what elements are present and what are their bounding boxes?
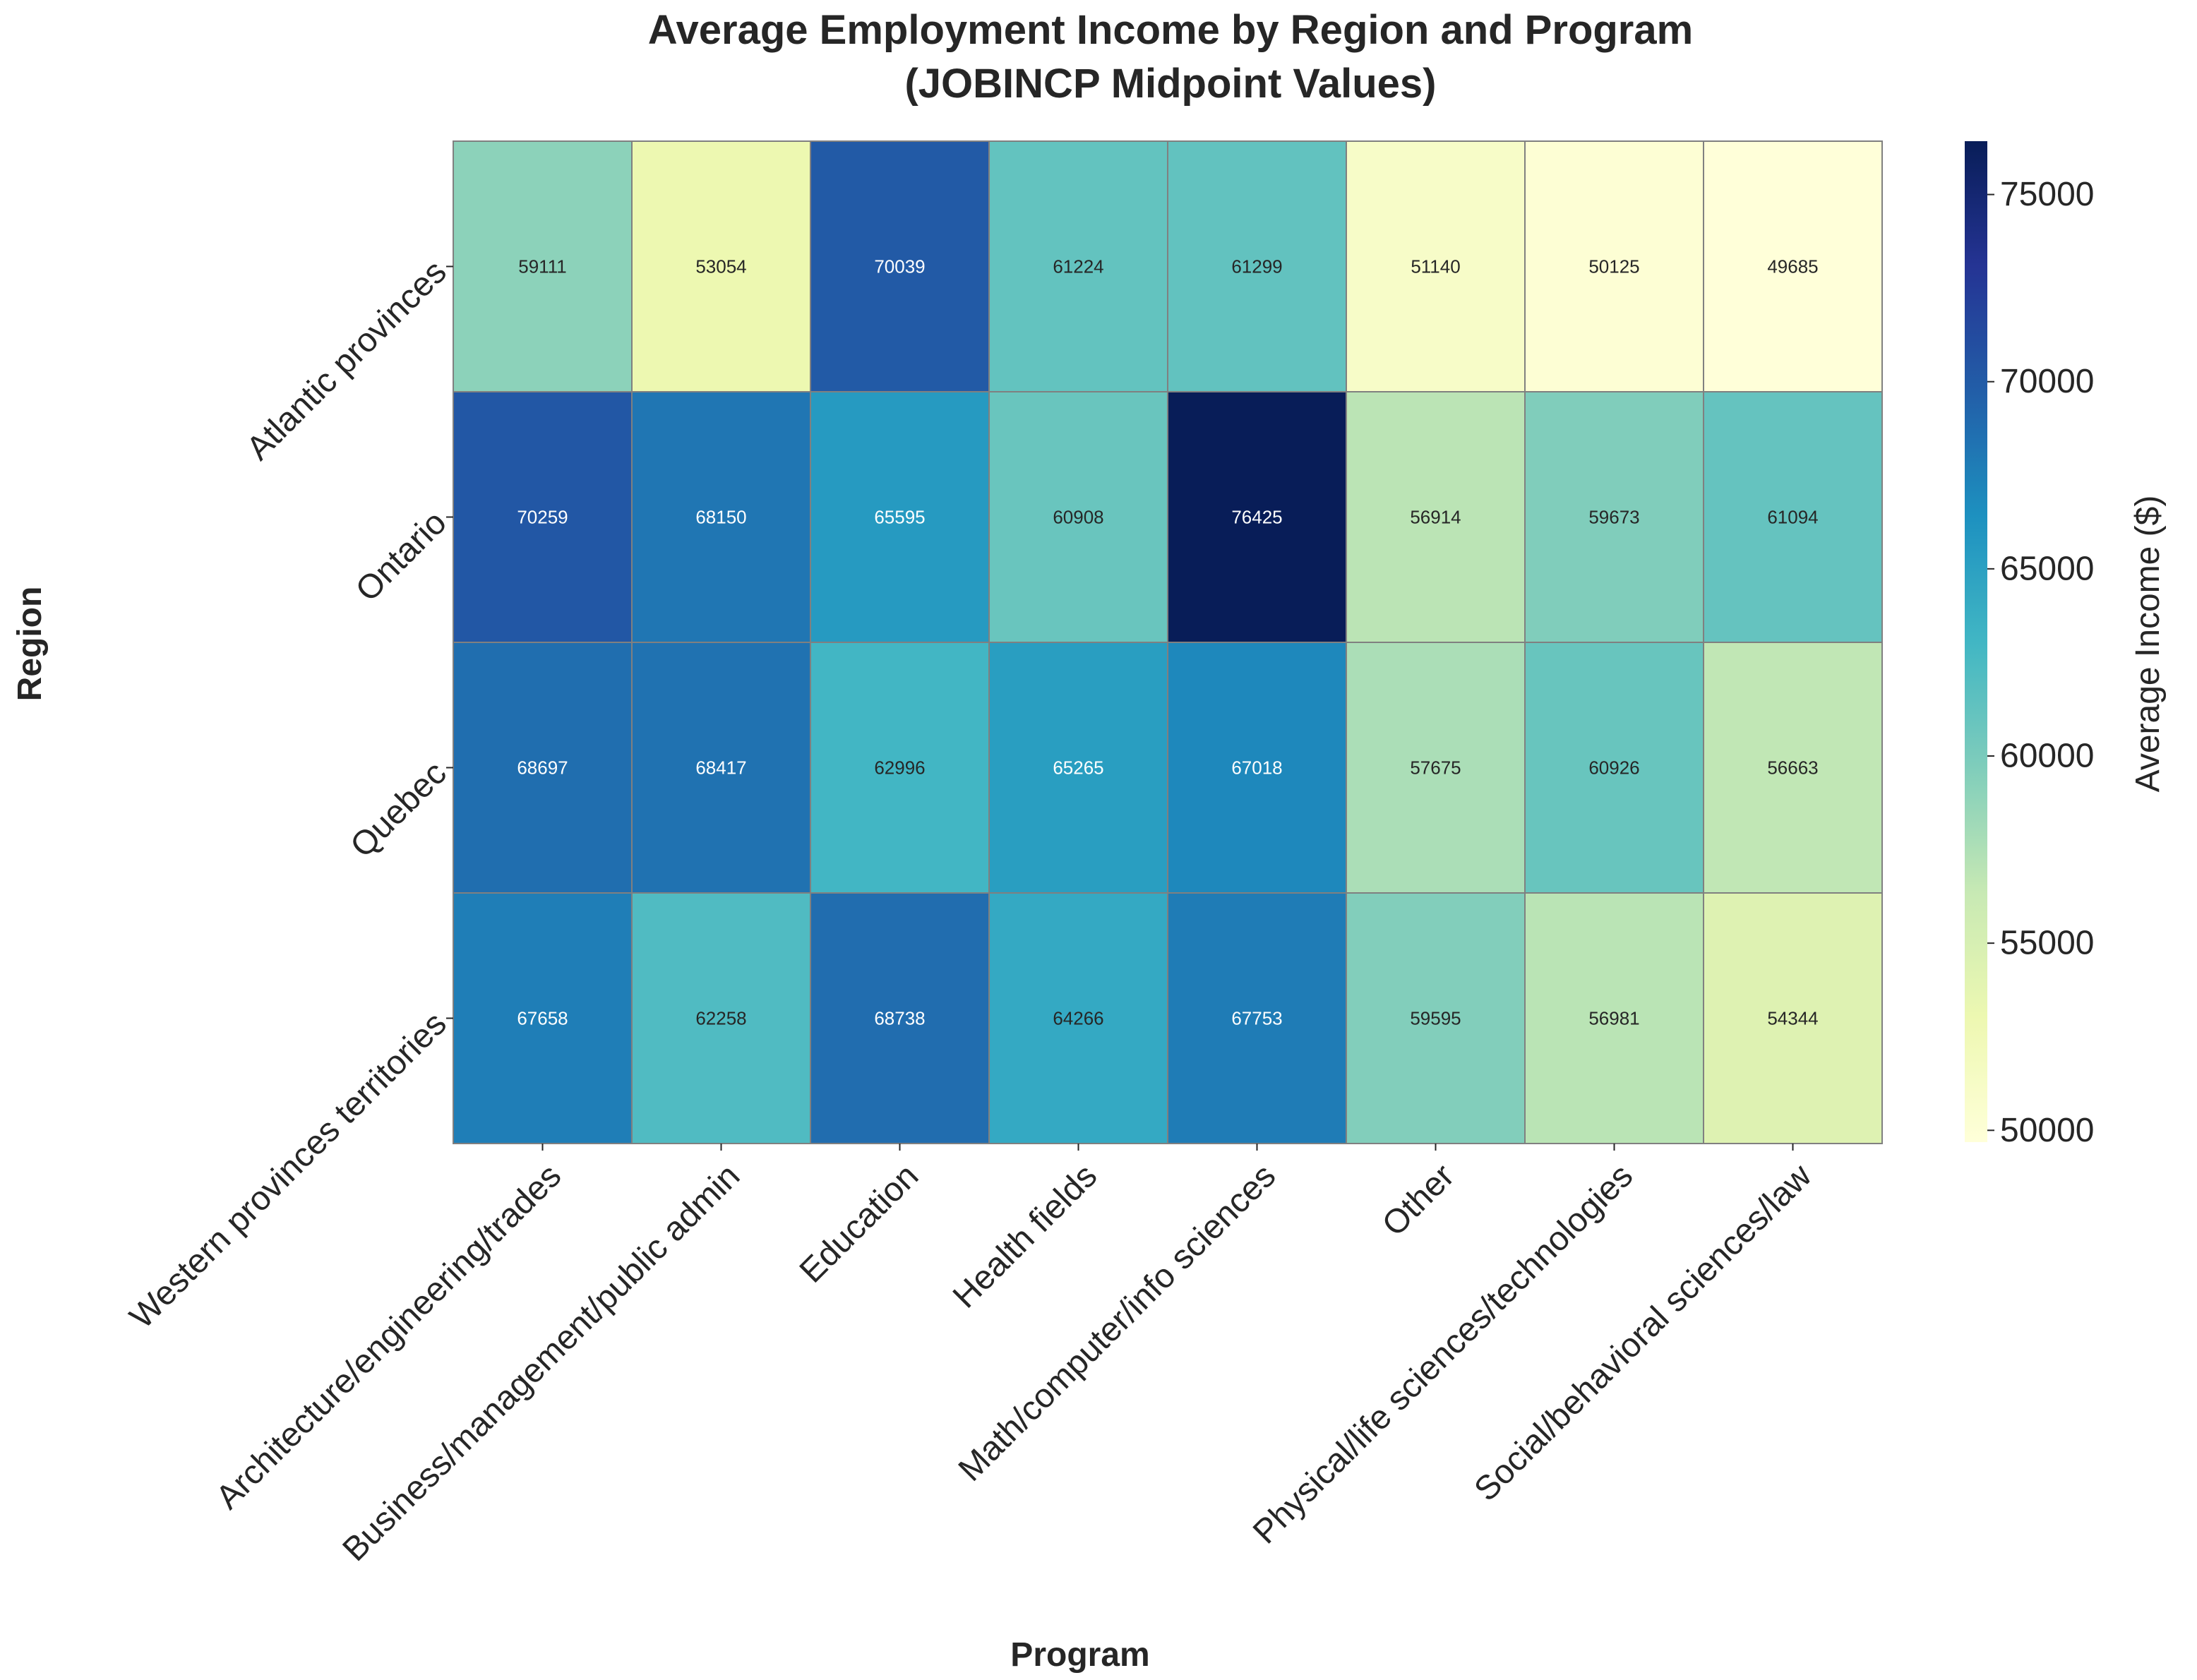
cell-value-label: 54344 [1767,1008,1818,1029]
heatmap-cell [631,642,811,894]
x-tick-label: Social/behavioral sciences/law [1467,1157,1819,1508]
colorbar-gradient [1965,141,1987,1142]
cell-value-label: 67658 [517,1008,568,1029]
x-tick-labels: Architecture/engineering/tradesBusiness/… [209,1144,1819,1568]
chart-title-line-2: (JOBINCP Midpoint Values) [904,61,1436,107]
heatmap-cell-labels: 59111 53054 70039 61224 61299 51140 50125 49685… [517,256,1818,1029]
colorbar-label: Average Income ($) [2129,496,2167,793]
cell-value-label: 50125 [1588,256,1639,277]
heatmap-cell [988,892,1168,1144]
cell-value-label: 51140 [1411,256,1460,277]
cell-value-label: 61094 [1767,507,1818,528]
heatmap-cell [631,391,811,643]
heatmap-cell [1167,892,1347,1144]
chart-title: Average Employment Income by Region and … [648,7,1693,107]
heatmap-cell [988,140,1168,392]
colorbar-tick-label: 70000 [2000,363,2094,400]
x-tick-label: Business/management/public admin [336,1157,748,1568]
heatmap-cell [1346,140,1526,392]
cell-value-label: 68150 [695,507,746,528]
cell-value-label: 49685 [1767,256,1818,277]
heatmap-cell [810,892,990,1144]
colorbar-tick-label: 75000 [2000,176,2094,213]
heatmap-cells [453,140,1883,1144]
cell-value-label: 68417 [695,757,746,779]
x-tick-label: Physical/life sciences/technologies [1246,1157,1640,1551]
y-tick-label: Atlantic provinces [239,253,453,467]
heatmap-cell [1524,642,1704,894]
heatmap-cell [453,642,633,894]
cell-value-label: 70259 [517,507,568,528]
colorbar-tick-label: 50000 [2000,1112,2094,1149]
x-tick-label: Health fields [946,1157,1104,1315]
colorbar: 50000 55000 60000 65000 70000 75000 [1965,141,2094,1149]
heatmap-cell [453,140,633,392]
cell-value-label: 59673 [1588,507,1639,528]
heatmap-cell [1167,642,1347,894]
x-tick-label: Math/computer/info sciences [952,1157,1283,1488]
heatmap-cell [1346,642,1526,894]
heatmap-cell [1167,140,1347,392]
cell-value-label: 67018 [1231,757,1282,779]
cell-value-label: 61224 [1053,256,1103,277]
cell-value-label: 56981 [1588,1008,1639,1029]
heatmap-cell [631,140,811,392]
cell-value-label: 65595 [874,507,925,528]
cell-value-label: 56914 [1410,507,1461,528]
y-tick-label: Western provinces territories [123,1005,454,1336]
heatmap-cell [1703,391,1883,643]
cell-value-label: 65265 [1053,757,1103,779]
heatmap-cell [1524,391,1704,643]
heatmap-cell [1703,140,1883,392]
heatmap-cell [1167,391,1347,643]
x-tick-label: Education [793,1157,926,1290]
y-axis-label: Region [11,587,49,702]
heatmap-cell [1703,642,1883,894]
cell-value-label: 56663 [1767,757,1818,779]
colorbar-tick-label: 60000 [2000,738,2094,775]
cell-value-label: 59595 [1410,1008,1461,1029]
cell-value-label: 67753 [1231,1008,1282,1029]
cell-value-label: 68738 [874,1008,925,1029]
cell-value-label: 60926 [1588,757,1639,779]
heatmap-cell [988,391,1168,643]
heatmap-cell [988,642,1168,894]
cell-value-label: 59111 [518,256,566,277]
x-axis-label: Program [1010,1636,1149,1674]
colorbar-tick-label: 55000 [2000,925,2094,962]
heatmap-cell [810,642,990,894]
cell-value-label: 62996 [874,757,925,779]
colorbar-tick-label: 65000 [2000,550,2094,587]
cell-value-label: 60908 [1053,507,1103,528]
cell-value-label: 53054 [695,256,746,277]
y-tick-label: Ontario [349,504,454,609]
heatmap-cell [1524,892,1704,1144]
heatmap-cell [453,892,633,1144]
cell-value-label: 64266 [1053,1008,1103,1029]
heatmap-cell [1524,140,1704,392]
cell-value-label: 76425 [1231,507,1282,528]
heatmap-cell [810,140,990,392]
cell-value-label: 57675 [1410,757,1461,779]
chart-title-line-1: Average Employment Income by Region and … [648,7,1693,53]
cell-value-label: 61299 [1231,256,1282,277]
cell-value-label: 70039 [874,256,925,277]
y-tick-labels: Atlantic provinces Ontario Quebec Western p… [123,253,454,1336]
x-tick-label: Other [1375,1157,1461,1243]
cell-value-label: 62258 [695,1008,746,1029]
y-tick-label: Quebec [343,755,453,865]
cell-value-label: 68697 [517,757,568,779]
heatmap-cell [1346,391,1526,643]
